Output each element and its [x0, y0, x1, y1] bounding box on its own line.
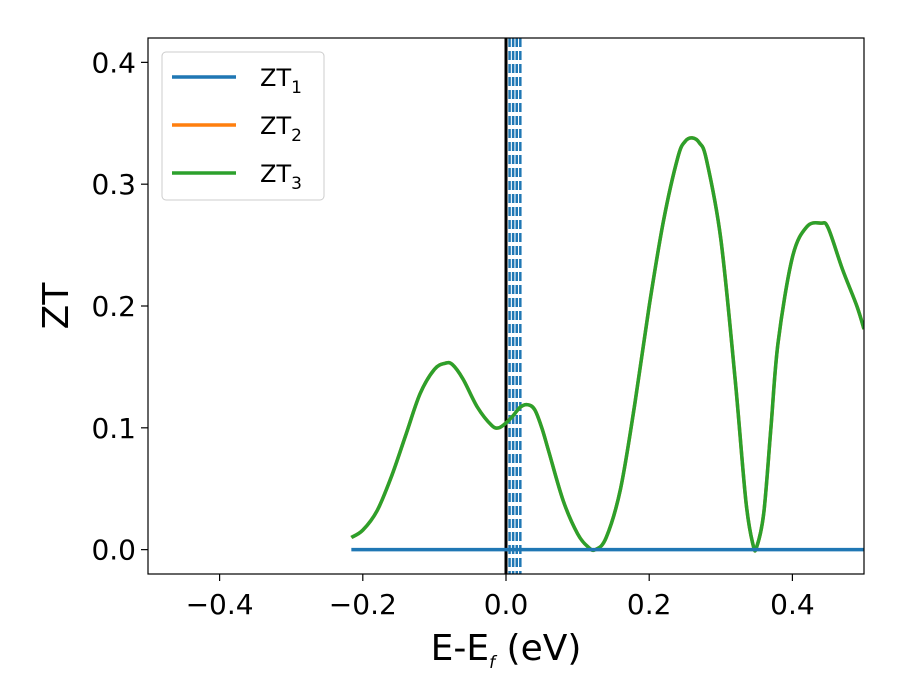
- y-tick-label: 0.3: [91, 168, 136, 201]
- y-tick-label: 0.4: [91, 46, 136, 79]
- axis-ticks: −0.4 −0.2 0.0 0.2 0.4 0.0 0.1 0.2 0.3 0.4: [91, 46, 814, 621]
- x-tick-label: 0.0: [484, 588, 529, 621]
- vertical-lines: [504, 38, 522, 574]
- x-axis-title: E-Ef (eV): [431, 628, 582, 673]
- y-axis-title: ZT: [36, 282, 77, 330]
- x-tick-label: −0.4: [186, 588, 254, 621]
- legend-label-2: ZT2: [260, 112, 302, 146]
- legend-label-1: ZT1: [260, 64, 302, 98]
- x-tick-label: 0.2: [627, 588, 672, 621]
- y-tick-label: 0.0: [91, 534, 136, 567]
- x-tick-label: −0.2: [329, 588, 397, 621]
- x-tick-label: 0.4: [770, 588, 815, 621]
- series-lines: [350, 136, 864, 553]
- legend-label-3: ZT3: [260, 160, 302, 194]
- legend-box: [161, 51, 325, 201]
- y-tick-label: 0.2: [91, 290, 136, 323]
- legend: ZT1 ZT2 ZT3: [161, 51, 325, 201]
- y-tick-label: 0.1: [91, 412, 136, 445]
- series-line-3: [350, 136, 864, 553]
